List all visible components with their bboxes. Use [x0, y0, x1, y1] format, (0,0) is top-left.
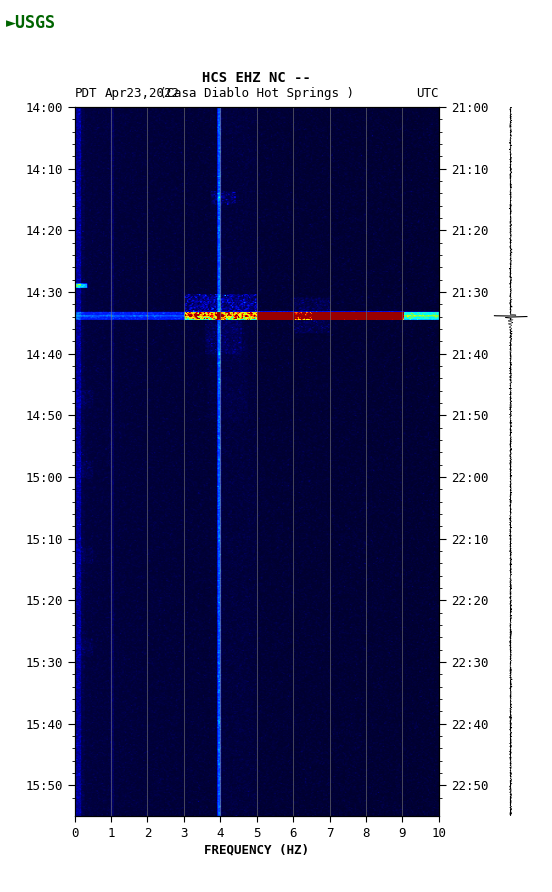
Text: UTC: UTC — [416, 87, 439, 100]
Text: PDT: PDT — [75, 87, 97, 100]
Text: Apr23,2022: Apr23,2022 — [105, 87, 180, 100]
X-axis label: FREQUENCY (HZ): FREQUENCY (HZ) — [204, 844, 309, 856]
Text: ►USGS: ►USGS — [6, 14, 56, 32]
Text: (Casa Diablo Hot Springs ): (Casa Diablo Hot Springs ) — [159, 87, 354, 100]
Text: HCS EHZ NC --: HCS EHZ NC -- — [202, 70, 311, 85]
